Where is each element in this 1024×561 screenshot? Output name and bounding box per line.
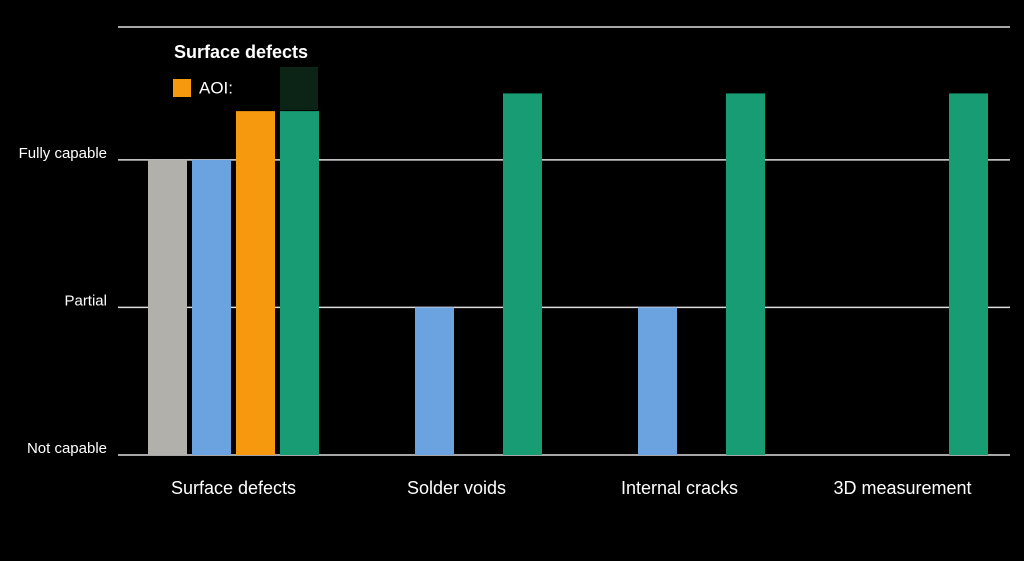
tooltip-label: AOI: bbox=[199, 78, 233, 97]
tooltip: Surface defects AOI: bbox=[173, 42, 318, 110]
bar bbox=[236, 111, 275, 455]
x-tick-label: Solder voids bbox=[407, 478, 506, 498]
tooltip-title: Surface defects bbox=[174, 42, 308, 62]
x-tick-label: 3D measurement bbox=[833, 478, 971, 498]
bar bbox=[638, 307, 677, 455]
bar bbox=[415, 307, 454, 455]
tooltip-swatch bbox=[173, 79, 191, 97]
y-tick-label: Partial bbox=[64, 292, 107, 309]
bar bbox=[503, 93, 542, 456]
y-tick-label: Fully capable bbox=[19, 145, 107, 162]
plot-area: Not capable Partial Fully capable Surface d… bbox=[19, 93, 1010, 498]
bar bbox=[280, 111, 319, 455]
x-tick-label: Surface defects bbox=[171, 478, 296, 498]
bar bbox=[949, 93, 988, 456]
bar bbox=[192, 159, 231, 456]
bar bbox=[726, 93, 765, 456]
x-tick-label: Internal cracks bbox=[621, 478, 738, 498]
hover-highlight bbox=[280, 67, 318, 110]
y-tick-label: Not capable bbox=[27, 440, 107, 457]
bar bbox=[148, 159, 187, 456]
